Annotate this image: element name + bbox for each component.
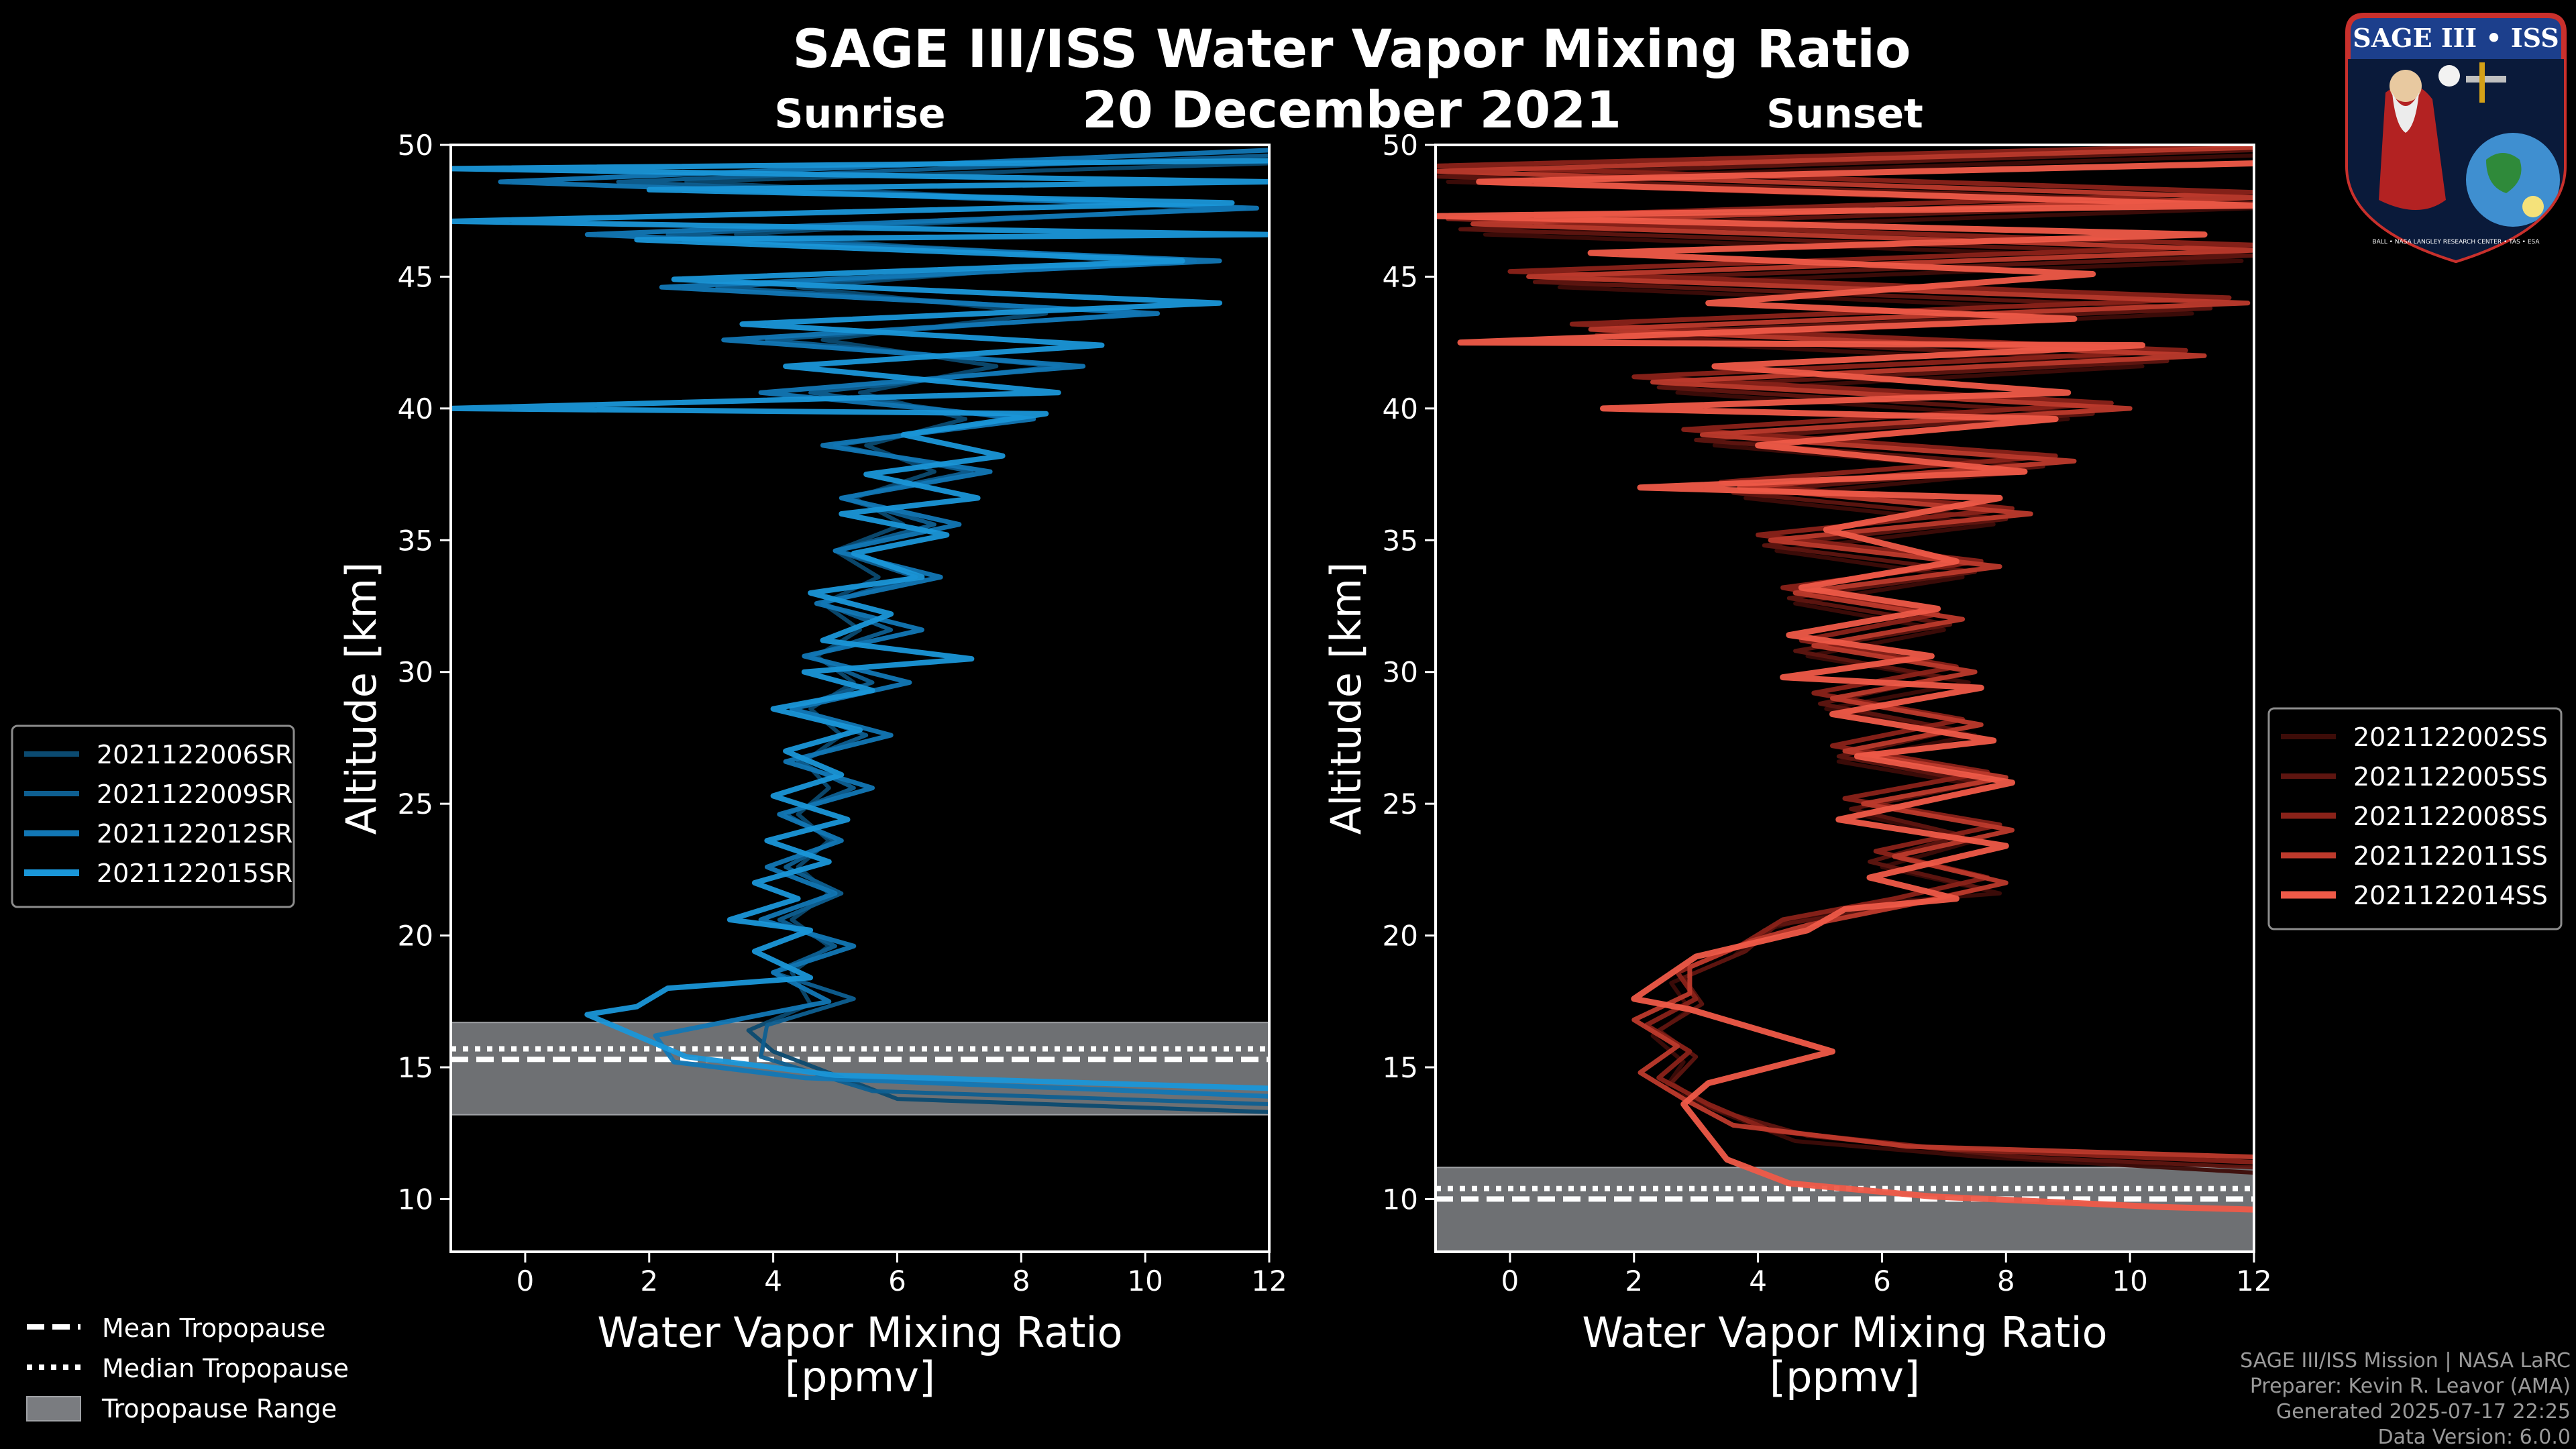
sunrise-ytick-label: 25: [398, 788, 433, 820]
sunset-ticks: 0 2 4 6 8 10 12 10 15 20 25 30 35 40 45 50: [1383, 129, 2272, 1297]
sunset-legend-box: [2267, 707, 2563, 930]
sunset-xtick-label: 0: [1501, 1265, 1519, 1297]
sunrise-ticks: 0 2 4 6 8 10 12 10 15 20 25 30 35 40 45 50: [398, 129, 1287, 1297]
footer-generated: Generated 2025-07-17 22:25: [2276, 1400, 2571, 1424]
sunset-xtick-label: 6: [1873, 1265, 1891, 1297]
sunset-ytick-label: 45: [1383, 260, 1418, 293]
series-line-2021122006SR: [684, 161, 1269, 1114]
legend-label-2021122012SR: 2021122012SR: [97, 819, 292, 849]
sunset-ytick-label: 20: [1383, 920, 1418, 953]
mean-tropopause-label: Mean Tropopause: [102, 1313, 325, 1343]
sunset-xtick-label: 2: [1625, 1265, 1643, 1297]
sunrise-axes-frame: [449, 144, 1271, 1253]
sunset-axes-frame: [1434, 144, 2255, 1253]
sunrise-ytick-label: 35: [398, 524, 433, 557]
series-line-2021122015SR: [451, 158, 1269, 1091]
legend-label-2021122006SR: 2021122006SR: [97, 740, 292, 769]
series-line-2021122014SS: [1436, 160, 2254, 1213]
footer-data-version: Data Version: 6.0.0: [2378, 1426, 2571, 1449]
sunrise-ytick-label: 50: [398, 129, 433, 162]
tropopause-range-swatch: [26, 1396, 81, 1421]
panel-sunrise: 0 2 4 6 8 10 12 10 15 20 25 30 35 40 45 50 Water Vapor …: [337, 129, 1287, 1401]
sunset-ytick-label: 25: [1383, 788, 1418, 820]
chart-title: SAGE III/ISS Water Vapor Mixing Ratio: [792, 19, 1911, 80]
sunrise-xlabel-line1: Water Vapor Mixing Ratio: [597, 1308, 1122, 1357]
sunset-xtick-label: 8: [1997, 1265, 2015, 1297]
sunrise-ytick-label: 20: [398, 920, 433, 953]
series-line-2021122009SR: [616, 153, 1269, 1106]
legend-label-2021122009SR: 2021122009SR: [97, 780, 292, 809]
legend-label-2021122008SS: 2021122008SS: [2353, 802, 2548, 831]
sunrise-xlabel-line2: [ppmv]: [785, 1352, 935, 1401]
legend-label-2021122005SS: 2021122005SS: [2353, 762, 2548, 792]
sunset-xtick-label: 4: [1749, 1265, 1767, 1297]
sunrise-legend-box: [11, 724, 295, 908]
sunset-ylabel: Altitude [km]: [1322, 562, 1371, 835]
sunset-ytick-label: 35: [1383, 524, 1418, 557]
sunset-ytick-label: 15: [1383, 1051, 1418, 1084]
legend-label-2021122014SS: 2021122014SS: [2353, 881, 2548, 910]
subtitle-sunrise: Sunrise: [774, 91, 945, 138]
logo-ring-text: BALL • NASA LANGLEY RESEARCH CENTER • TA…: [2372, 239, 2540, 246]
sunrise-series-layer: [451, 148, 1269, 1114]
panel-sunset: 0 2 4 6 8 10 12 10 15 20 25 30 35 40 45 50 Water Vapor …: [1322, 129, 2272, 1401]
tropopause-legend: Mean Tropopause Median Tropopause Tropop…: [26, 1313, 349, 1424]
sunset-xlabel-line1: Water Vapor Mixing Ratio: [1582, 1308, 2107, 1357]
sunrise-xtick-label: 8: [1012, 1265, 1030, 1297]
sunrise-ytick-label: 40: [398, 392, 433, 425]
legend-sunrise: 2021122006SR 2021122009SR 2021122012SR 2021…: [11, 724, 295, 908]
chart-date: 20 December 2021: [1082, 80, 1621, 140]
sunset-xlabel-line2: [ppmv]: [1770, 1352, 1920, 1401]
series-line-2021122012SR: [498, 148, 1269, 1099]
legend-label-2021122002SS: 2021122002SS: [2353, 722, 2548, 752]
sunset-series-layer: [1436, 145, 2254, 1213]
sunrise-ylabel: Altitude [km]: [337, 562, 386, 835]
sunrise-xtick-label: 4: [764, 1265, 782, 1297]
sunset-ytick-label: 10: [1383, 1183, 1418, 1216]
sunset-xtick-label: 12: [2236, 1265, 2271, 1297]
series-line-2021122011SS: [1436, 145, 2254, 1160]
sunset-ytick-label: 50: [1383, 129, 1418, 162]
sunrise-xtick-label: 6: [888, 1265, 906, 1297]
sunset-tropopause-range-band: [1435, 1167, 2255, 1253]
sunrise-ytick-label: 30: [398, 656, 433, 689]
sunrise-ytick-label: 15: [398, 1051, 433, 1084]
tropopause-range-label: Tropopause Range: [101, 1394, 337, 1424]
sunrise-xtick-label: 10: [1127, 1265, 1163, 1297]
sunset-ytick-label: 40: [1383, 392, 1418, 425]
sunrise-xtick-label: 2: [640, 1265, 658, 1297]
sunrise-tropopause-layer: [450, 1022, 1270, 1116]
sunset-tropopause-layer: [1435, 1167, 2255, 1253]
footer-mission: SAGE III/ISS Mission | NASA LaRC: [2240, 1349, 2571, 1373]
legend-label-2021122011SS: 2021122011SS: [2353, 841, 2548, 871]
footer-credits: SAGE III/ISS Mission | NASA LaRC Prepare…: [2240, 1349, 2571, 1449]
median-tropopause-label: Median Tropopause: [102, 1354, 349, 1383]
sunrise-xtick-label: 0: [517, 1265, 535, 1297]
sunset-xtick-label: 10: [2112, 1265, 2147, 1297]
footer-preparer: Preparer: Kevin R. Leavor (AMA): [2250, 1375, 2571, 1398]
sunrise-ytick-label: 45: [398, 260, 433, 293]
logo-title: SAGE III • ISS: [2353, 23, 2559, 53]
legend-label-2021122015SR: 2021122015SR: [97, 859, 292, 888]
legend-sunset: 2021122002SS 2021122005SS 2021122008SS 2021…: [2267, 707, 2563, 930]
sunset-ytick-label: 30: [1383, 656, 1418, 689]
subtitle-sunset: Sunset: [1766, 91, 1923, 138]
sage-iii-iss-mission-logo: SAGE III • ISS BALL • NASA LANGLEY RESEA…: [2345, 13, 2567, 264]
sunrise-ytick-label: 10: [398, 1183, 433, 1216]
sunrise-xtick-label: 12: [1251, 1265, 1287, 1297]
